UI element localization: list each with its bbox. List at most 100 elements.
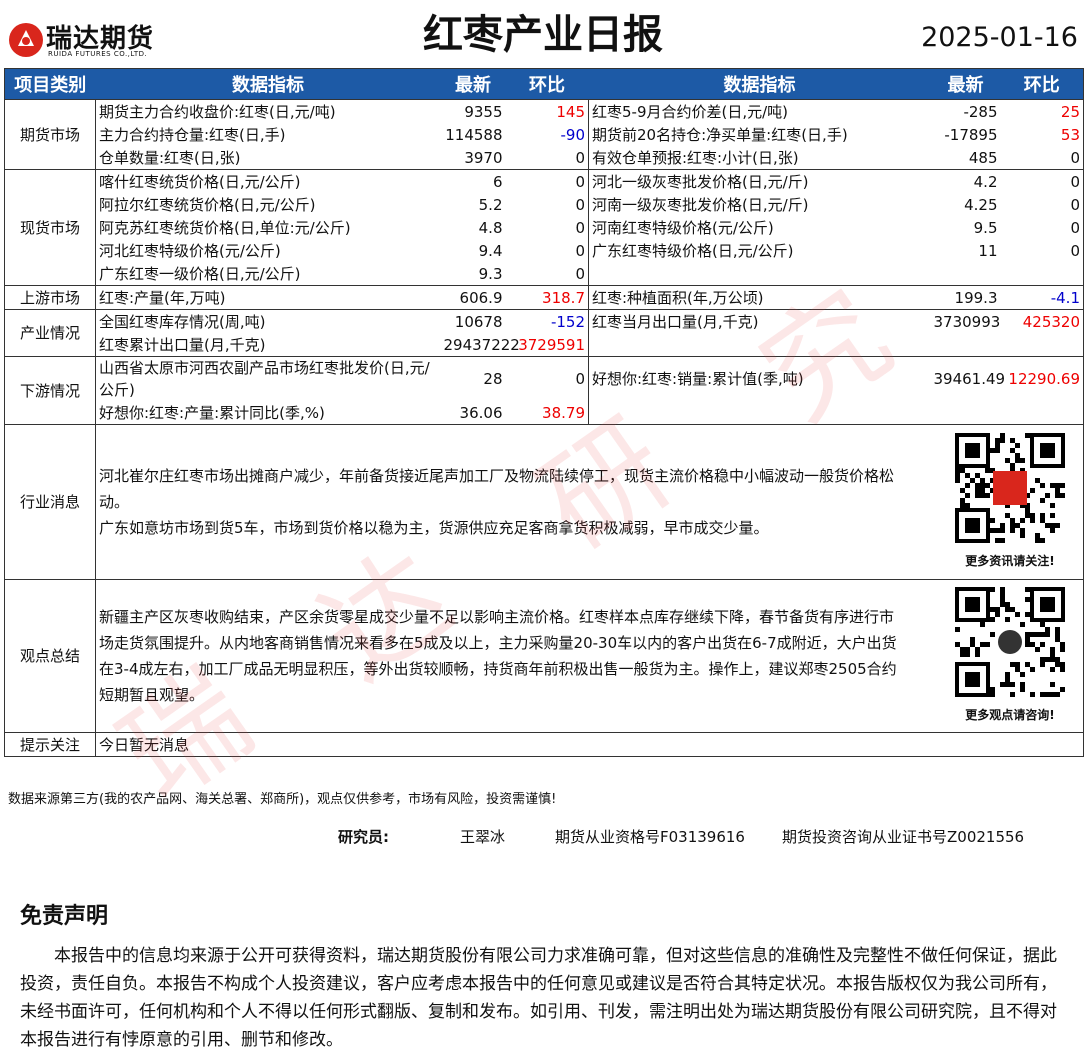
indicator: 好想你:红枣:产量:累计同比(季,%) xyxy=(99,403,325,422)
change: 0 xyxy=(1070,195,1080,214)
change: 0 xyxy=(505,356,589,401)
category: 产业情况 xyxy=(4,309,96,357)
note-content: 河北崔尔庄红枣市场出摊商户减少，年前备货接近尾声加工厂及物流陆续停工，现货主流价… xyxy=(99,432,1080,572)
category: 上游市场 xyxy=(4,285,96,310)
column-header: 环比 xyxy=(1000,68,1084,100)
change: 12290.69 xyxy=(1000,356,1084,401)
license: 期货从业资格号F03139616 xyxy=(555,828,745,846)
indicator: 河南红枣特级价格(元/公斤) xyxy=(588,216,931,239)
latest: 39461.49 xyxy=(930,356,1005,401)
latest: 199.3 xyxy=(930,285,1001,310)
data-row: 主力合约持仓量:红枣(日,手) 114588 -90 期货前20名持仓:净买单量:红枣… xyxy=(5,123,1084,146)
latest: 11 xyxy=(978,241,998,260)
latest: 4.25 xyxy=(964,195,998,214)
latest: 28 xyxy=(440,356,506,401)
change: 0 xyxy=(1070,241,1080,260)
empty-cell xyxy=(931,333,1001,357)
change: 0 xyxy=(505,169,589,193)
latest: -17895 xyxy=(944,125,998,144)
empty-cell xyxy=(588,401,931,425)
data-row: 阿克苏红枣统货价格(日,单位:元/公斤) 4.8 0 河南红枣特级价格(元/公斤) 9.… xyxy=(5,216,1084,239)
change: 38.79 xyxy=(542,403,585,422)
data-row: 产业情况 全国红枣库存情况(周,吨) 10678 -152 红枣当月出口量(月,千克) 3… xyxy=(4,309,1084,357)
latest: 9.5 xyxy=(973,218,998,237)
empty-cell xyxy=(588,333,931,357)
data-row: 好想你:红枣:产量:累计同比(季,%) 36.06 38.79 xyxy=(5,401,1084,425)
indicator: 好想你:红枣:销量:累计值(季,吨) xyxy=(588,356,931,401)
paragraph: 河北崔尔庄红枣市场出摊商户减少，年前备货接近尾声加工厂及物流陆续停工，现货主流价… xyxy=(99,467,895,511)
researcher-label: 研究员: xyxy=(338,828,389,846)
latest: 114588 xyxy=(445,125,503,144)
paragraph: 新疆主产区灰枣收购结束，产区余货零星成交少量不足以影响主流价格。红枣样本点库存继… xyxy=(99,608,897,704)
latest: 10678 xyxy=(440,309,506,333)
qr-caption: 更多资讯请关注! xyxy=(965,553,1055,568)
report-date: 2025-01-16 xyxy=(921,22,1078,53)
category: 下游情况 xyxy=(4,356,96,425)
data-row: 红枣累计出口量(月,千克) 29437222 3729591 xyxy=(5,333,1084,357)
empty-cell xyxy=(1001,262,1084,286)
qr-code xyxy=(955,432,1065,543)
indicator: 阿拉尔红枣统货价格(日,元/公斤) xyxy=(99,195,316,214)
qr-caption: 更多观点请咨询! xyxy=(965,707,1055,722)
change: 0 xyxy=(575,218,585,237)
indicator: 红枣:产量(年,万吨) xyxy=(95,285,441,310)
license: 期货投资咨询从业证书号Z0021556 xyxy=(782,828,1025,846)
disclaimer-title: 免责声明 xyxy=(20,904,109,929)
note-row: 观点总结 新疆主产区灰枣收购结束，产区余货零星成交少量不足以影响主流价格。红枣样本… xyxy=(4,579,1084,733)
note-row: 行业消息 河北崔尔庄红枣市场出摊商户减少，年前备货接近尾声加工厂及物流陆续停工，现… xyxy=(4,424,1084,580)
indicator: 红枣:种植面积(年,万公顷) xyxy=(588,285,931,310)
data-row: 河北红枣特级价格(元/公斤) 9.4 0 广东红枣特级价格(日,元/公斤) 11 0 xyxy=(5,239,1084,262)
latest: 4.2 xyxy=(930,169,1001,193)
data-row: 现货市场 喀什红枣统货价格(日,元/公斤) 6 0 河北一级灰枣批发价格(日,元/斤) 4… xyxy=(4,169,1084,286)
indicator: 期货主力合约收盘价:红枣(日,元/吨) xyxy=(95,99,441,123)
note-cell: 新疆主产区灰枣收购结束，产区余货零星成交少量不足以影响主流价格。红枣样本点库存继… xyxy=(95,579,1084,733)
latest: 9355 xyxy=(440,99,506,123)
indicator: 喀什红枣统货价格(日,元/公斤) xyxy=(95,169,441,193)
note-text: 河北崔尔庄红枣市场出摊商户减少，年前备货接近尾声加工厂及物流陆续停工，现货主流价… xyxy=(99,463,899,541)
latest: 606.9 xyxy=(440,285,506,310)
data-row: 下游情况 山西省太原市河西农副产品市场红枣批发价(日,元/公斤) 28 0 好想你:红枣… xyxy=(4,356,1084,425)
researcher-name: 王翠冰 xyxy=(460,828,506,846)
change: 0 xyxy=(575,195,585,214)
indicator: 红枣5-9月合约价差(日,元/吨) xyxy=(588,99,931,123)
change: -90 xyxy=(560,125,586,144)
empty-cell xyxy=(931,401,1001,425)
indicator: 全国红枣库存情况(周,吨) xyxy=(95,309,441,333)
source-note: 数据来源第三方(我的农产品网、海关总署、郑商所)，观点仅供参考，市场有风险，投资… xyxy=(8,792,557,807)
latest: 36.06 xyxy=(459,403,503,422)
empty-cell xyxy=(931,262,1001,286)
empty-cell xyxy=(588,262,931,286)
data-row: 上游市场 红枣:产量(年,万吨) 606.9 318.7 红枣:种植面积(年,万公顷) 1… xyxy=(4,285,1084,310)
qr-box: 更多观点请咨询! xyxy=(940,586,1080,726)
indicator: 河北红枣特级价格(元/公斤) xyxy=(99,241,281,260)
latest: 3730993 xyxy=(930,309,1001,333)
change: 425320 xyxy=(1000,309,1084,333)
indicator: 山西省太原市河西农副产品市场红枣批发价(日,元/公斤) xyxy=(95,356,441,401)
empty-cell xyxy=(1001,333,1084,357)
change: 0 xyxy=(1070,218,1080,237)
indicator: 有效仓单预报:红枣:小计(日,张) xyxy=(588,146,931,170)
data-row: 广东红枣一级价格(日,元/公斤) 9.3 0 xyxy=(5,262,1084,286)
change: 0 xyxy=(575,264,585,283)
indicator: 河北一级灰枣批发价格(日,元/斤) xyxy=(588,169,931,193)
category: 期货市场 xyxy=(4,99,96,170)
latest: 4.8 xyxy=(478,218,503,237)
indicator: 广东红枣一级价格(日,元/公斤) xyxy=(99,264,301,283)
change: 0 xyxy=(575,241,585,260)
data-row: 期货市场 期货主力合约收盘价:红枣(日,元/吨) 9355 145 红枣5-9月合约价差… xyxy=(4,99,1084,170)
report-title: 红枣产业日报 xyxy=(423,12,663,58)
column-header: 最新 xyxy=(930,68,1001,100)
indicator: 红枣累计出口量(月,千克) xyxy=(99,335,266,354)
tips-text: 今日暂无消息 xyxy=(95,732,1084,757)
column-header: 项目类别 xyxy=(4,68,96,100)
paragraph: 广东如意坊市场到货5车，市场到货价格以稳为主，货源供应充足客商拿货积极减弱，早市… xyxy=(99,519,769,537)
table-body: 期货市场 期货主力合约收盘价:红枣(日,元/吨) 9355 145 红枣5-9月合约价差… xyxy=(4,99,1084,757)
change: 0 xyxy=(1070,148,1080,167)
note-content: 新疆主产区灰枣收购结束，产区余货零星成交少量不足以影响主流价格。红枣样本点库存继… xyxy=(99,586,1080,726)
change: 0 xyxy=(575,148,585,167)
change: 53 xyxy=(1060,125,1080,144)
latest: 9.4 xyxy=(478,241,503,260)
tips-row: 提示关注 今日暂无消息 xyxy=(4,732,1084,757)
indicator: 广东红枣特级价格(日,元/公斤) xyxy=(588,239,931,262)
